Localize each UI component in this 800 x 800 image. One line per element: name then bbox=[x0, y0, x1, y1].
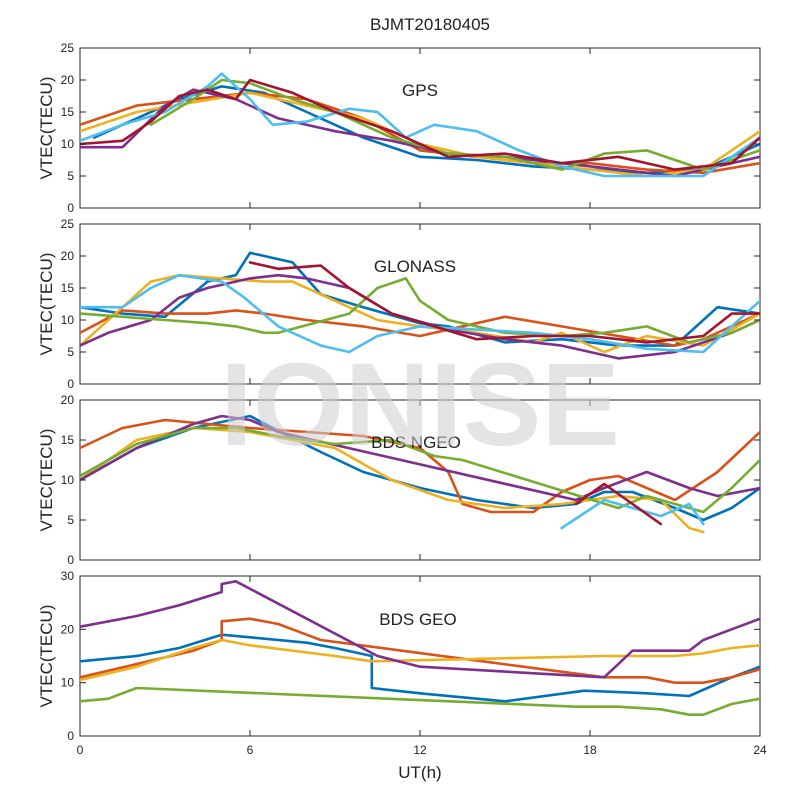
series-line-2 bbox=[80, 617, 760, 684]
x-tick-label: 24 bbox=[753, 743, 767, 757]
panel-bds-ngeo: 0 5 10 15 20 VTEC(TECU) BDS NGEO bbox=[37, 393, 761, 567]
y-tick-label: 0 bbox=[67, 729, 74, 743]
x-tick-label: 12 bbox=[413, 743, 427, 757]
series-line-7 bbox=[80, 78, 760, 171]
series-line-5 bbox=[80, 277, 760, 344]
y-tick-label: 30 bbox=[61, 569, 75, 583]
series-line-3 bbox=[80, 273, 760, 354]
x-tick-label: 6 bbox=[247, 743, 254, 757]
y-tick-label: 15 bbox=[61, 433, 75, 447]
series-line-3 bbox=[80, 638, 760, 682]
axes-box bbox=[79, 47, 761, 209]
y-axis-label: VTEC(TECU) bbox=[37, 77, 56, 180]
y-tick-label: 20 bbox=[61, 249, 75, 263]
x-axis-label: UT(h) bbox=[398, 763, 441, 782]
series-group bbox=[80, 251, 760, 360]
series-line-7 bbox=[248, 261, 760, 344]
series-line-4 bbox=[80, 414, 760, 502]
y-tick-label: 10 bbox=[61, 137, 75, 151]
y-tick-label: 10 bbox=[61, 473, 75, 487]
y-tick-label: 20 bbox=[61, 393, 75, 407]
y-axis-label: VTEC(TECU) bbox=[37, 253, 56, 356]
panel-bds-geo: 0 10 20 30 0 6 12 18 24 VTEC(TECU) BDS GEO bbox=[37, 569, 767, 757]
y-tick-label: 5 bbox=[67, 169, 74, 183]
series-line-5 bbox=[149, 78, 760, 171]
series-group bbox=[80, 72, 760, 178]
series-group bbox=[80, 414, 760, 534]
y-tick-label: 20 bbox=[61, 73, 75, 87]
y-axis-label: VTEC(TECU) bbox=[37, 605, 56, 708]
y-tick-label: 25 bbox=[61, 41, 75, 55]
series-line-2 bbox=[80, 309, 760, 347]
x-tick-label: 18 bbox=[583, 743, 597, 757]
y-tick-label: 0 bbox=[67, 553, 74, 567]
watermark: IONISE bbox=[220, 339, 620, 471]
y-tick-label: 25 bbox=[61, 217, 75, 231]
series-line-6 bbox=[80, 72, 760, 178]
series-line-1 bbox=[80, 633, 760, 703]
y-tick-label: 15 bbox=[61, 281, 75, 295]
y-axis-label: VTEC(TECU) bbox=[37, 429, 56, 532]
y-tick-label: 5 bbox=[67, 513, 74, 527]
series-line-7 bbox=[574, 482, 663, 526]
y-tick-label: 10 bbox=[61, 313, 75, 327]
panel-label: GPS bbox=[402, 81, 438, 100]
y-tick-label: 5 bbox=[67, 345, 74, 359]
series-line-4 bbox=[80, 580, 760, 679]
series-line-5 bbox=[80, 686, 760, 716]
series-line-6 bbox=[80, 273, 760, 354]
y-tick-label: 20 bbox=[61, 622, 75, 636]
x-tick-label: 0 bbox=[77, 743, 84, 757]
series-group bbox=[80, 580, 760, 716]
panel-label: BDS GEO bbox=[379, 610, 456, 629]
y-tick-label: 15 bbox=[61, 105, 75, 119]
y-tick-label: 10 bbox=[61, 676, 75, 690]
y-tick-label: 0 bbox=[67, 377, 74, 391]
chart-title: BJMT20180405 bbox=[370, 15, 490, 34]
series-line-6 bbox=[560, 498, 705, 530]
panel-gps: 0 5 10 15 20 25 VTEC(TECU) GPS bbox=[37, 41, 761, 215]
panel-label: BDS NGEO bbox=[371, 433, 461, 452]
panel-label: GLONASS bbox=[374, 257, 456, 276]
y-tick-label: 0 bbox=[67, 201, 74, 215]
axes-box bbox=[79, 223, 761, 385]
panel-glonass: 0 5 10 15 20 25 VTEC(TECU) GLONASS bbox=[37, 217, 761, 391]
series-line-1 bbox=[80, 414, 760, 522]
